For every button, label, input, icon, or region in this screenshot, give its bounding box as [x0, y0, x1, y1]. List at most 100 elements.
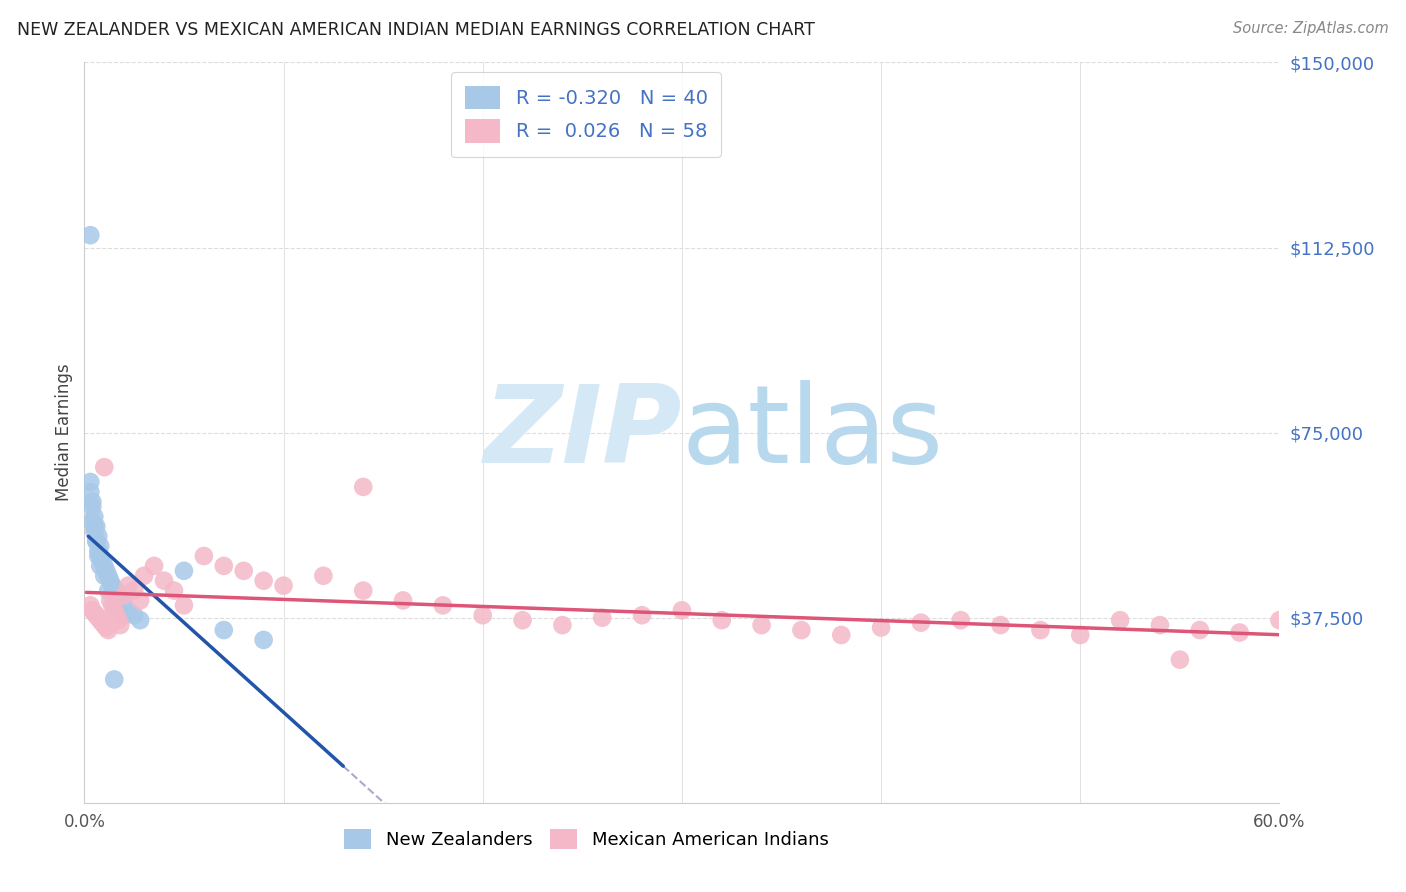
Point [89, 558, 111, 573]
Point [82, 494, 104, 508]
Point [751, 618, 773, 632]
Point [212, 623, 235, 637]
Point [101, 579, 124, 593]
Point [312, 568, 335, 582]
Point [89, 613, 111, 627]
Point [212, 558, 235, 573]
Point [173, 599, 195, 613]
Point [671, 603, 693, 617]
Point [1268, 613, 1291, 627]
Point [86, 534, 108, 549]
Point [89, 549, 111, 563]
Point [253, 574, 276, 588]
Point [89, 539, 111, 553]
Point [790, 623, 813, 637]
Point [82, 500, 104, 514]
Point [101, 599, 124, 613]
Point [870, 621, 893, 635]
Point [153, 574, 176, 588]
Point [117, 603, 139, 617]
Point [273, 579, 295, 593]
Point [107, 613, 129, 627]
Legend: New Zealanders, Mexican American Indians: New Zealanders, Mexican American Indians [337, 822, 835, 856]
Point [122, 583, 145, 598]
Point [103, 673, 125, 687]
Point [97, 568, 120, 582]
Point [990, 618, 1012, 632]
Point [83, 606, 105, 620]
Point [83, 524, 105, 539]
Point [512, 613, 534, 627]
Point [87, 549, 110, 563]
Point [91, 615, 114, 630]
Point [110, 618, 132, 632]
Point [471, 608, 494, 623]
Point [1229, 625, 1251, 640]
Point [79, 475, 101, 489]
Point [93, 460, 115, 475]
Point [129, 593, 152, 607]
Point [97, 583, 120, 598]
Point [132, 568, 156, 582]
Point [82, 515, 104, 529]
Point [112, 599, 135, 613]
Point [117, 579, 139, 593]
Point [193, 549, 215, 563]
Point [86, 519, 108, 533]
Point [143, 558, 166, 573]
Point [129, 613, 152, 627]
Point [98, 593, 121, 607]
Point [112, 589, 135, 603]
Point [87, 529, 110, 543]
Point [253, 632, 276, 647]
Point [173, 564, 195, 578]
Point [1109, 613, 1132, 627]
Point [103, 581, 125, 595]
Point [949, 613, 972, 627]
Point [87, 610, 110, 624]
Point [910, 615, 932, 630]
Point [105, 583, 128, 598]
Point [105, 608, 128, 623]
Point [97, 623, 120, 637]
Point [107, 589, 129, 603]
Point [110, 593, 132, 607]
Point [352, 583, 374, 598]
Point [87, 544, 110, 558]
Point [103, 599, 125, 613]
Point [1188, 623, 1211, 637]
Point [551, 618, 574, 632]
Point [82, 603, 104, 617]
Point [96, 621, 118, 635]
Point [96, 564, 118, 578]
Point [1069, 628, 1091, 642]
Point [122, 608, 145, 623]
Text: ZIP: ZIP [484, 380, 682, 485]
Point [91, 554, 114, 568]
Point [710, 613, 733, 627]
Point [112, 608, 135, 623]
Point [432, 599, 454, 613]
Point [1029, 623, 1052, 637]
Point [98, 574, 121, 588]
Point [93, 618, 115, 632]
Point [591, 610, 613, 624]
Point [93, 568, 115, 582]
Point [103, 603, 125, 617]
Point [83, 509, 105, 524]
Point [1149, 618, 1171, 632]
Point [163, 583, 186, 598]
Text: Source: ZipAtlas.com: Source: ZipAtlas.com [1233, 21, 1389, 36]
Point [352, 480, 374, 494]
Text: NEW ZEALANDER VS MEXICAN AMERICAN INDIAN MEDIAN EARNINGS CORRELATION CHART: NEW ZEALANDER VS MEXICAN AMERICAN INDIAN… [17, 21, 814, 38]
Point [79, 228, 101, 243]
Text: atlas: atlas [682, 380, 943, 485]
Point [392, 593, 415, 607]
Point [79, 599, 101, 613]
Point [93, 558, 115, 573]
Point [232, 564, 254, 578]
Point [830, 628, 852, 642]
Point [86, 608, 108, 623]
Point [83, 519, 105, 533]
Point [1168, 653, 1191, 667]
